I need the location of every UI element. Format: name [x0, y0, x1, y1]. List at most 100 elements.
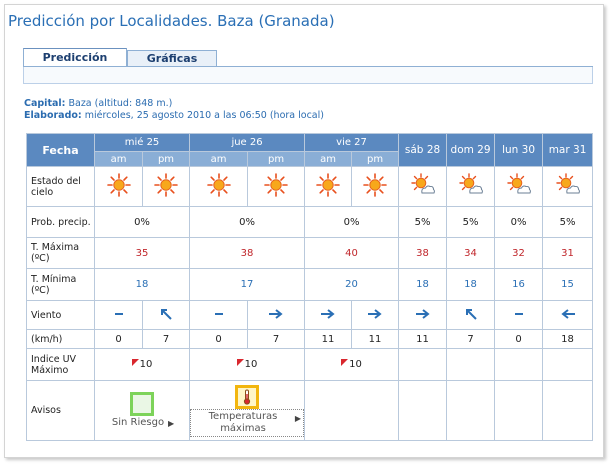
green-square-icon [130, 392, 154, 416]
period-pm: pm [141, 151, 191, 167]
tmax-row: T. Máxima (ºC) 35 38 40 38 34 32 31 [26, 237, 594, 269]
precip-value: 5% [398, 206, 448, 238]
sun-cloud-icon [410, 173, 435, 194]
tmax-value: 31 [542, 237, 594, 269]
temperaturas-maximas-button[interactable]: Temperaturas máximas ▶ [190, 408, 305, 437]
wind-speed: 7 [141, 329, 191, 349]
thermometer-warning-icon [235, 384, 260, 409]
day-header: vie 27 [304, 133, 400, 152]
row-label-uv: Indice UV Máximo [26, 348, 95, 381]
precip-value: 0% [304, 206, 400, 238]
sin-riesgo-button[interactable]: Sin Riesgo ▶ [108, 416, 176, 429]
forecast-table: Fecha mié 25 jue 26 vie 27 sáb 28 dom 29… [26, 133, 594, 441]
fecha-header: Fecha [26, 133, 95, 167]
uv-value: 10 [244, 359, 258, 370]
uv-index: 10 [131, 359, 153, 370]
wind-speed: 7 [446, 329, 496, 349]
wind-arrow-w-icon [561, 308, 576, 319]
wind-arrow-nw-icon [465, 308, 477, 320]
wind-speed: 11 [351, 329, 400, 349]
period-am: am [304, 151, 353, 167]
tmin-value: 20 [304, 268, 400, 301]
sun-icon [106, 173, 131, 197]
tab-graficas[interactable]: Gráficas [127, 50, 217, 67]
row-label-tmin: T. Mínima (ºC) [26, 268, 95, 301]
wind-speed: 11 [304, 329, 353, 349]
precip-row: Prob. precip. 0% 0% 0% 5% 5% 0% 5% [26, 206, 594, 238]
tmax-value: 40 [304, 237, 400, 269]
capital-label: Capital: [24, 98, 66, 109]
tab-content-strip [23, 67, 593, 84]
sun-icon [206, 173, 231, 197]
tmax-value: 38 [398, 237, 448, 269]
wind-speed: 7 [247, 329, 306, 349]
wind-arrow-e-icon [367, 308, 382, 319]
row-label-avisos: Avisos [26, 380, 95, 441]
sin-riesgo-label: Sin Riesgo [111, 417, 165, 428]
elaborado-info: Elaborado: miércoles, 25 agosto 2010 a l… [24, 110, 324, 121]
wind-speed: 0 [494, 329, 544, 349]
row-label-tmax: T. Máxima (ºC) [26, 237, 95, 269]
uv-index: 10 [236, 359, 258, 370]
wind-arrow-e-icon [414, 308, 429, 319]
precip-value: 5% [446, 206, 496, 238]
wind-arrow-nw-icon [161, 308, 172, 320]
wind-row: Viento [26, 300, 594, 330]
sky-row: Estado del cielo [26, 166, 594, 207]
tmin-value: 16 [494, 268, 544, 301]
tmax-value: 38 [189, 237, 306, 269]
tab-prediccion[interactable]: Predicción [23, 48, 127, 67]
wind-arrow-e-icon [320, 308, 335, 319]
tmax-value: 32 [494, 237, 544, 269]
uv-row: Indice UV Máximo 10 10 10 [26, 348, 594, 381]
day-header: jue 26 [189, 133, 306, 152]
uv-flag-icon [236, 359, 244, 366]
elaborado-label: Elaborado: [24, 110, 82, 121]
precip-value: 0% [189, 206, 306, 238]
tmin-value: 18 [398, 268, 448, 301]
uv-flag-icon [131, 359, 139, 366]
wind-speed: 0 [94, 329, 143, 349]
wind-calm-icon [513, 312, 524, 315]
temperaturas-maximas-label: Temperaturas máximas [208, 410, 278, 434]
wind-speed: 11 [398, 329, 448, 349]
wind-arrow-e-icon [268, 308, 283, 319]
row-label-kmh: (km/h) [26, 329, 95, 349]
day-header: lun 30 [494, 133, 544, 167]
wind-calm-icon [213, 312, 224, 315]
precip-value: 0% [93, 206, 191, 238]
uv-value: 10 [139, 359, 153, 370]
day-header: sáb 28 [398, 133, 448, 167]
tmin-value: 18 [93, 268, 191, 301]
day-header: mié 25 [93, 133, 191, 152]
capital-info: Capital: Baza (altitud: 848 m.) [24, 98, 172, 109]
tab-bar: Predicción Gráficas [23, 48, 217, 67]
tmin-row: T. Mínima (ºC) 18 17 20 18 18 16 15 [26, 268, 594, 301]
row-label-wind: Viento [26, 300, 95, 330]
row-label-precip: Prob. precip. [26, 206, 95, 238]
capital-value: Baza (altitud: 848 m.) [68, 98, 173, 109]
uv-flag-icon [341, 359, 349, 366]
wind-speed-row: (km/h) 0 7 0 7 11 11 11 7 0 18 [26, 329, 594, 349]
wind-speed: 0 [189, 329, 249, 349]
sun-cloud-icon [458, 173, 483, 194]
sun-icon [154, 173, 178, 197]
tmax-value: 34 [446, 237, 496, 269]
tab-divider [23, 66, 593, 67]
uv-value: 10 [349, 359, 362, 370]
precip-value: 0% [494, 206, 544, 238]
period-pm: pm [247, 151, 306, 167]
period-am: am [94, 151, 143, 167]
row-label-sky: Estado del cielo [26, 166, 95, 207]
period-am: am [189, 151, 249, 167]
page-title: Predicción por Localidades. Baza (Granad… [8, 12, 335, 30]
day-header: dom 29 [446, 133, 496, 167]
tmin-value: 18 [446, 268, 496, 301]
wind-calm-icon [113, 312, 124, 315]
uv-index: 10 [341, 359, 362, 370]
sun-cloud-icon [506, 173, 531, 194]
sun-icon [264, 173, 288, 197]
day-header: mar 31 [542, 133, 594, 167]
tmin-value: 15 [542, 268, 594, 301]
avisos-row: Avisos Sin Riesgo ▶ [26, 380, 594, 441]
